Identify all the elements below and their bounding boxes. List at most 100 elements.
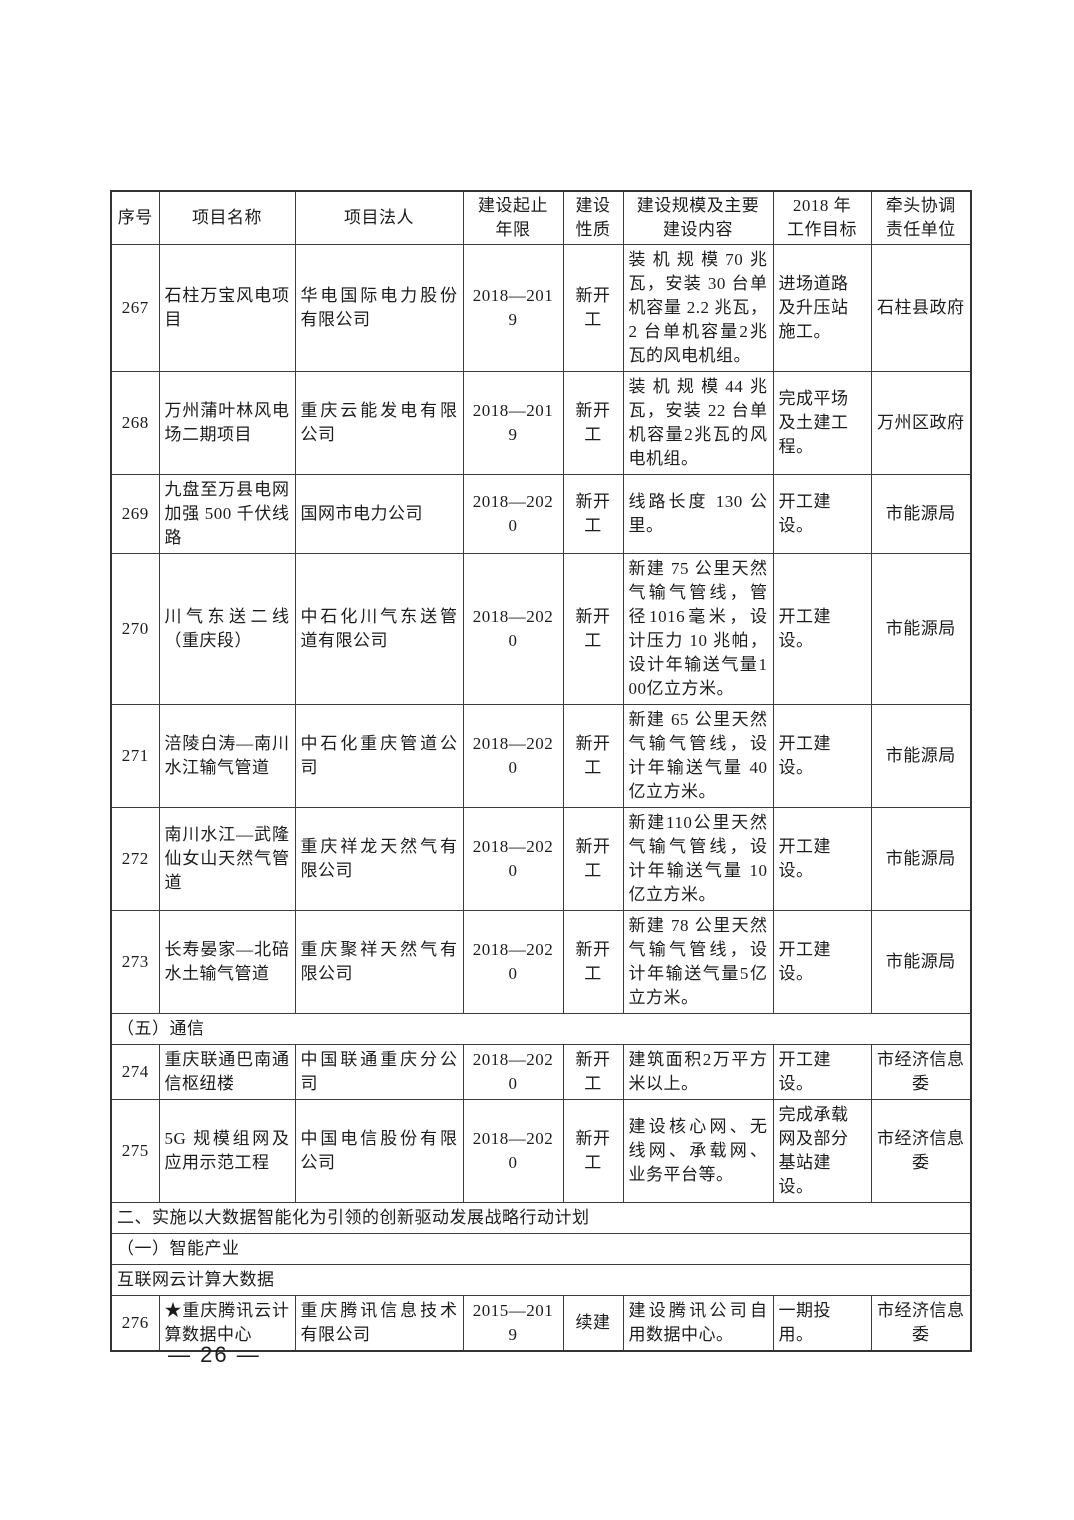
table-header: 序号 项目名称 项目法人 建设起止 年限 建设 性质 建设规模及主要 建设内容 2018 年… (110, 190, 972, 245)
cell-no: 272 (110, 807, 160, 911)
cell-unit: 市能源局 (870, 910, 972, 1014)
column-header-name: 项目名称 (158, 190, 296, 245)
column-header-legal: 项目法人 (294, 190, 464, 245)
cell-name: 长寿晏家—北碚水土输气管道 (158, 910, 296, 1014)
cell-scale: 新建 65 公里天然气输气管线，设计年输送气量 40 亿立方米。 (622, 704, 774, 808)
cell-no: 271 (110, 704, 160, 808)
project-row: 268 万州蒲叶林风电场二期项目 重庆云能发电有限公司 2018—2019 新开工 装机规… (110, 371, 972, 475)
cell-unit: 万州区政府 (870, 371, 972, 475)
cell-target: 开工建设。 (772, 1044, 872, 1100)
project-row: 272 南川水江—武隆仙女山天然气管道 重庆祥龙天然气有限公司 2018—2020 新开… (110, 807, 972, 911)
cell-name: 万州蒲叶林风电场二期项目 (158, 371, 296, 475)
cell-no: 270 (110, 553, 160, 705)
cell-unit: 石柱县政府 (870, 244, 972, 372)
cell-nature: 新开工 (562, 371, 624, 475)
page-number: — 26 — (168, 1342, 261, 1367)
cell-name: 九盘至万县电网加强 500 千伏线路 (158, 474, 296, 554)
cell-name: 涪陵白涛—南川水江输气管道 (158, 704, 296, 808)
section-label: （一）智能产业 (110, 1233, 972, 1265)
cell-nature: 新开工 (562, 910, 624, 1014)
cell-scale: 新建 75 公里天然气输气管线，管径1016毫米，设计压力 10 兆帕，设计年输… (622, 553, 774, 705)
cell-legal: 中石化川气东送管道有限公司 (294, 553, 464, 705)
projects-table: 序号 项目名称 项目法人 建设起止 年限 建设 性质 建设规模及主要 建设内容 2018 年… (110, 190, 972, 1352)
section-row: 二、实施以大数据智能化为引领的创新驱动发展战略行动计划 (110, 1202, 972, 1234)
cell-no: 276 (110, 1295, 160, 1352)
cell-legal: 国网市电力公司 (294, 474, 464, 554)
cell-scale: 装机规模44兆瓦，安装 22 台单机容量2兆瓦的风电机组。 (622, 371, 774, 475)
table-body: 267 石柱万宝风电项目 华电国际电力股份有限公司 2018—2019 新开工 装机规模7… (110, 244, 972, 1352)
column-header-no: 序号 (110, 190, 160, 245)
cell-nature: 新开工 (562, 244, 624, 372)
cell-scale: 建筑面积2万平方米以上。 (622, 1044, 774, 1100)
cell-nature: 新开工 (562, 807, 624, 911)
cell-years: 2018—2020 (462, 1044, 564, 1100)
section-label: 互联网云计算大数据 (110, 1264, 972, 1296)
section-row: 互联网云计算大数据 (110, 1264, 972, 1296)
cell-no: 267 (110, 244, 160, 372)
header-row: 序号 项目名称 项目法人 建设起止 年限 建设 性质 建设规模及主要 建设内容 2018 年… (110, 190, 972, 245)
cell-legal: 中国联通重庆分公司 (294, 1044, 464, 1100)
cell-years: 2018—2020 (462, 704, 564, 808)
cell-nature: 新开工 (562, 553, 624, 705)
cell-target: 完成承载网及部分基站建设。 (772, 1099, 872, 1203)
project-row: 275 5G 规模组网及应用示范工程 中国电信股份有限公司 2018—2020 新开工建… (110, 1099, 972, 1203)
cell-scale: 建设腾讯公司自用数据中心。 (622, 1295, 774, 1352)
cell-name: ★重庆腾讯云计算数据中心 (158, 1295, 296, 1352)
cell-no: 269 (110, 474, 160, 554)
cell-legal: 中国电信股份有限公司 (294, 1099, 464, 1203)
cell-unit: 市经济信息委 (870, 1295, 972, 1352)
cell-target: 开工建设。 (772, 807, 872, 911)
column-header-unit: 牵头协调 责任单位 (870, 190, 972, 245)
cell-nature: 新开工 (562, 474, 624, 554)
project-row: 270 川气东送二线（重庆段） 中石化川气东送管道有限公司 2018—2020 新开工新… (110, 553, 972, 705)
cell-scale: 建设核心网、无线网、承载网、业务平台等。 (622, 1099, 774, 1203)
cell-no: 273 (110, 910, 160, 1014)
section-label: （五）通信 (110, 1013, 972, 1045)
section-row: （一）智能产业 (110, 1233, 972, 1265)
cell-nature: 新开工 (562, 1099, 624, 1203)
cell-nature: 新开工 (562, 704, 624, 808)
cell-legal: 重庆聚祥天然气有限公司 (294, 910, 464, 1014)
cell-years: 2018—2020 (462, 910, 564, 1014)
cell-target: 开工建设。 (772, 910, 872, 1014)
section-label: 二、实施以大数据智能化为引领的创新驱动发展战略行动计划 (110, 1202, 972, 1234)
cell-unit: 市能源局 (870, 474, 972, 554)
cell-nature: 新开工 (562, 1044, 624, 1100)
cell-unit: 市经济信息委 (870, 1099, 972, 1203)
cell-name: 石柱万宝风电项目 (158, 244, 296, 372)
cell-legal: 中石化重庆管道公司 (294, 704, 464, 808)
cell-name: 重庆联通巴南通信枢纽楼 (158, 1044, 296, 1100)
project-row: 276 ★重庆腾讯云计算数据中心 重庆腾讯信息技术有限公司 2015—2019 续建 建设… (110, 1295, 972, 1352)
cell-unit: 市经济信息委 (870, 1044, 972, 1100)
cell-years: 2018—2019 (462, 244, 564, 372)
cell-years: 2015—2019 (462, 1295, 564, 1352)
project-row: 267 石柱万宝风电项目 华电国际电力股份有限公司 2018—2019 新开工 装机规模7… (110, 244, 972, 372)
cell-target: 开工建设。 (772, 553, 872, 705)
cell-years: 2018—2020 (462, 474, 564, 554)
project-row: 273 长寿晏家—北碚水土输气管道 重庆聚祥天然气有限公司 2018—2020 新开工新… (110, 910, 972, 1014)
cell-years: 2018—2020 (462, 553, 564, 705)
cell-scale: 新建 78 公里天然气输气管线，设计年输送气量5亿立方米。 (622, 910, 774, 1014)
cell-name: 南川水江—武隆仙女山天然气管道 (158, 807, 296, 911)
cell-legal: 重庆腾讯信息技术有限公司 (294, 1295, 464, 1352)
cell-legal: 重庆云能发电有限公司 (294, 371, 464, 475)
project-row: 269 九盘至万县电网加强 500 千伏线路 国网市电力公司 2018—2020 新开工… (110, 474, 972, 554)
cell-scale: 装机规模70兆瓦，安装 30 台单机容量 2.2 兆瓦，2 台单机容量2兆瓦的风… (622, 244, 774, 372)
cell-scale: 线路长度 130 公里。 (622, 474, 774, 554)
cell-legal: 重庆祥龙天然气有限公司 (294, 807, 464, 911)
project-row: 274 重庆联通巴南通信枢纽楼 中国联通重庆分公司 2018—2020 新开工 建筑面积2… (110, 1044, 972, 1100)
cell-target: 一期投用。 (772, 1295, 872, 1352)
section-row: （五）通信 (110, 1013, 972, 1045)
cell-scale: 新建110公里天然气输气管线，设计年输送气量 10 亿立方米。 (622, 807, 774, 911)
column-header-years: 建设起止 年限 (462, 190, 564, 245)
cell-nature: 续建 (562, 1295, 624, 1352)
cell-target: 开工建设。 (772, 474, 872, 554)
cell-legal: 华电国际电力股份有限公司 (294, 244, 464, 372)
cell-unit: 市能源局 (870, 553, 972, 705)
project-row: 271 涪陵白涛—南川水江输气管道 中石化重庆管道公司 2018—2020 新开工 新建 … (110, 704, 972, 808)
cell-target: 开工建设。 (772, 704, 872, 808)
cell-years: 2018—2019 (462, 371, 564, 475)
column-header-target: 2018 年 工作目标 (772, 190, 872, 245)
cell-no: 274 (110, 1044, 160, 1100)
